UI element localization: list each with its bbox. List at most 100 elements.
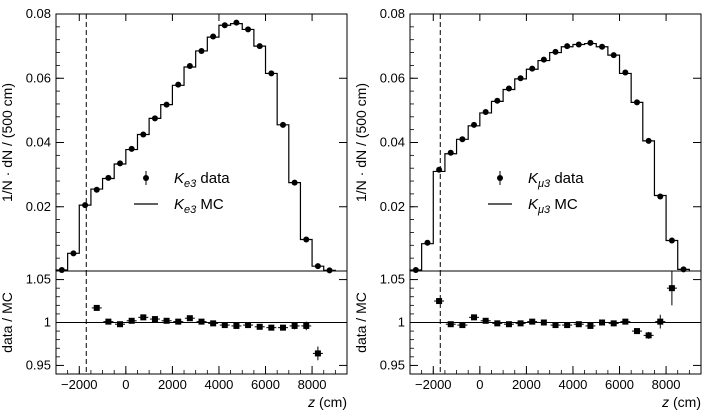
y-axis-label-top: 1/N · dN / (500 cm) [353, 83, 369, 202]
legend-data-label: Ke3 data [174, 170, 230, 190]
data-point [657, 193, 664, 200]
ratio-point [245, 322, 252, 329]
ytick-label-bottom: 1.05 [380, 272, 405, 287]
data-point [622, 69, 629, 76]
data-point [233, 19, 240, 26]
ratio-point [575, 321, 582, 328]
ratio-point [447, 321, 454, 328]
ratio-point [291, 322, 298, 329]
ratio-point [175, 318, 182, 325]
ytick-label-bottom: 1 [398, 315, 405, 330]
data-point [645, 137, 652, 144]
data-point [412, 267, 419, 274]
legend-data-label: Kμ3 data [528, 170, 584, 190]
ratio-point [471, 314, 478, 321]
ratio-point [140, 314, 147, 321]
data-point [424, 239, 431, 246]
data-point [93, 186, 100, 193]
data-point [198, 47, 205, 54]
ratio-point [210, 320, 217, 327]
xtick-label: −2000 [61, 377, 98, 392]
data-point [436, 166, 443, 173]
data-point [268, 70, 275, 77]
ytick-label-bottom: 0.95 [26, 357, 51, 372]
legend-mc-label: Kμ3 MC [528, 196, 578, 216]
data-point [58, 267, 65, 274]
data-point [151, 115, 158, 122]
ratio-point [494, 320, 501, 327]
xtick-label: 8000 [298, 377, 327, 392]
ratio-point [151, 316, 158, 323]
ytick-label-bottom: 1 [44, 315, 51, 330]
data-point [105, 174, 112, 181]
data-point [256, 43, 263, 50]
y-axis-label-top: 1/N · dN / (500 cm) [0, 83, 15, 202]
ratio-point [668, 285, 675, 292]
ratio-point [186, 315, 193, 322]
legend-data-marker [497, 175, 503, 181]
data-point [447, 149, 454, 156]
ratio-point [552, 322, 559, 329]
ratio-point [436, 298, 443, 305]
ratio-point [610, 320, 617, 327]
panel-right: 0.02 0.04 0.06 0.08 1/N · dN / (500 cm) Kμ3 d… [353, 6, 702, 410]
data-point [210, 33, 217, 40]
xtick-label: 0 [122, 377, 129, 392]
ytick-label: 0.06 [380, 70, 405, 85]
ratio-point [93, 304, 100, 311]
ratio-point [482, 317, 489, 324]
ratio-point [564, 322, 571, 329]
ytick-label: 0.06 [26, 70, 51, 85]
data-point [314, 263, 321, 270]
ratio-point [645, 332, 652, 339]
xtick-label: 4000 [558, 377, 587, 392]
ratio-point [587, 322, 594, 329]
ratio-point [517, 320, 524, 327]
data-point [633, 99, 640, 106]
mc-histogram-right [409, 42, 690, 271]
data-point [599, 43, 606, 50]
ratio-point [657, 318, 664, 325]
ratio-point [633, 328, 640, 335]
ratio-point [303, 322, 310, 329]
data-point [540, 56, 547, 63]
x-axis-label: z (cm) [661, 394, 701, 410]
xtick-label: 4000 [204, 377, 233, 392]
ratio-point [505, 321, 512, 328]
ytick-label: 0.08 [26, 6, 51, 21]
data-point [494, 97, 501, 104]
ratio-point [314, 350, 321, 357]
ratio-point [529, 318, 536, 325]
xtick-label: 6000 [251, 377, 280, 392]
data-point [70, 250, 77, 257]
data-point [564, 43, 571, 50]
mc-histogram-left [55, 23, 336, 271]
y-axis-label-bottom: data / MC [353, 292, 369, 353]
ratio-point [268, 324, 275, 331]
xtick-label: 2000 [158, 377, 187, 392]
ratio-point [279, 324, 286, 331]
data-point [505, 85, 512, 92]
ratio-point [163, 317, 170, 324]
legend-data-marker [143, 175, 149, 181]
y-axis-label-bottom: data / MC [0, 292, 15, 353]
data-point [175, 81, 182, 88]
ytick-label: 0.08 [380, 6, 405, 21]
ratio-point [599, 319, 606, 326]
data-point [221, 22, 228, 29]
ratio-point [128, 317, 135, 324]
ratio-point [105, 318, 112, 325]
ratio-point [622, 318, 629, 325]
ratio-point [117, 321, 124, 328]
data-point [459, 136, 466, 143]
xtick-label: −2000 [415, 377, 452, 392]
data-point [529, 65, 536, 72]
ytick-label: 0.02 [26, 199, 51, 214]
data-point [128, 145, 135, 152]
ytick-label: 0.02 [380, 199, 405, 214]
data-point [552, 48, 559, 55]
data-point [610, 52, 617, 59]
data-point [471, 121, 478, 128]
data-point [279, 121, 286, 128]
data-point [245, 26, 252, 33]
